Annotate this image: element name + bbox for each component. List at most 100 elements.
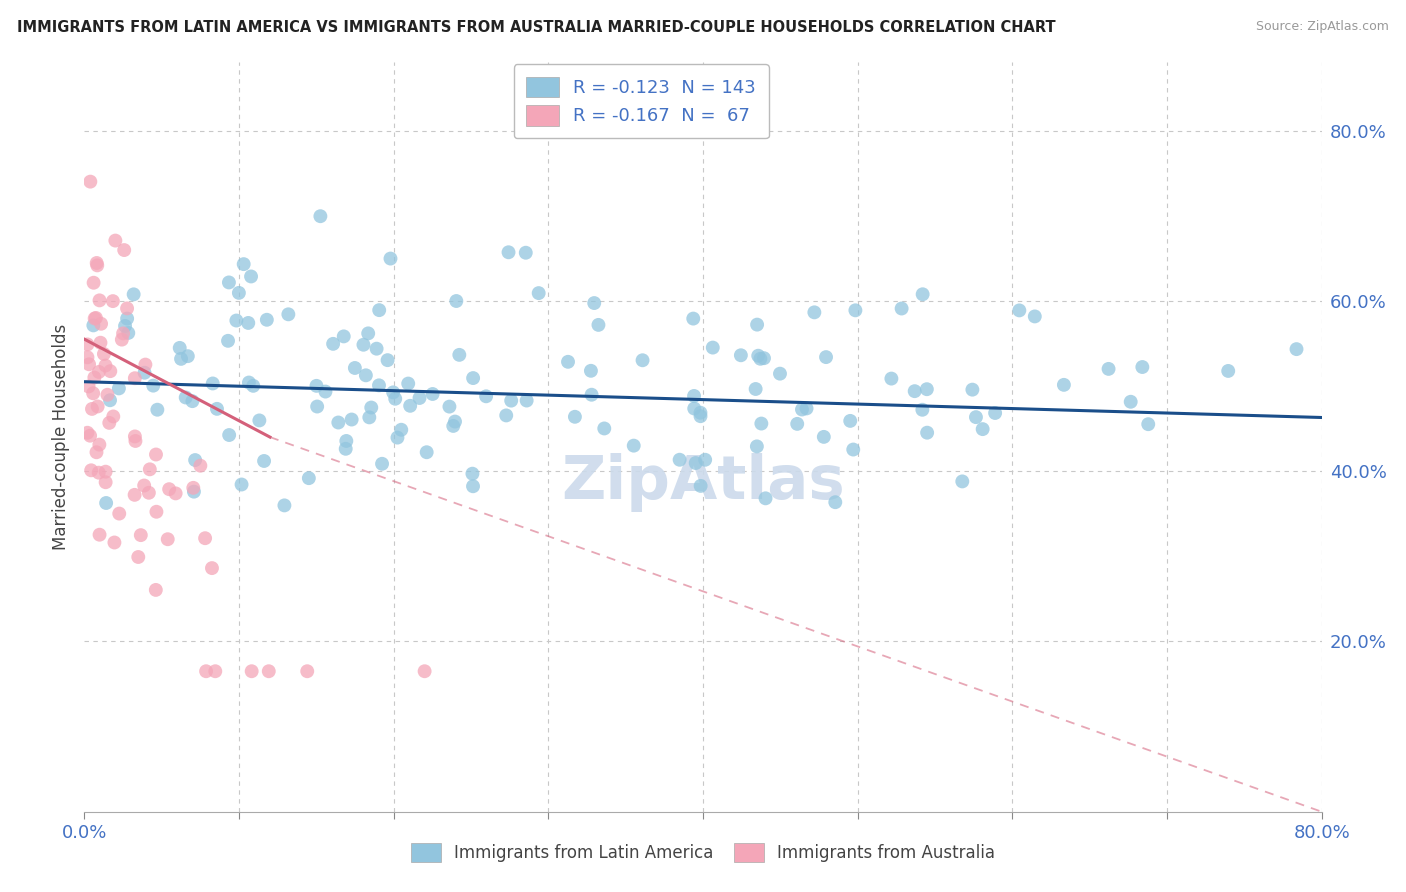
Point xyxy=(368,378,391,392)
Point xyxy=(683,401,706,416)
Point xyxy=(94,465,117,479)
Point xyxy=(82,318,104,333)
Point xyxy=(112,326,135,341)
Point xyxy=(839,414,862,428)
Point xyxy=(803,305,825,319)
Point xyxy=(165,486,187,500)
Point xyxy=(87,466,110,480)
Point xyxy=(683,389,706,403)
Point xyxy=(240,664,263,678)
Point xyxy=(256,312,278,326)
Point xyxy=(1285,342,1308,356)
Point xyxy=(685,456,707,470)
Point xyxy=(357,326,380,341)
Point xyxy=(89,437,111,451)
Point xyxy=(813,430,835,444)
Point xyxy=(915,382,938,396)
Point xyxy=(498,245,520,260)
Point xyxy=(139,462,162,476)
Point xyxy=(335,434,357,448)
Point xyxy=(475,389,498,403)
Point xyxy=(790,402,813,417)
Point xyxy=(98,364,121,378)
Point xyxy=(747,349,769,363)
Point xyxy=(277,307,299,321)
Point xyxy=(104,234,127,248)
Point xyxy=(238,376,260,390)
Point xyxy=(384,392,406,406)
Point xyxy=(84,310,107,325)
Point xyxy=(583,296,606,310)
Point xyxy=(145,448,167,462)
Point xyxy=(844,303,866,318)
Point xyxy=(366,342,388,356)
Point xyxy=(253,454,276,468)
Point xyxy=(702,341,724,355)
Point xyxy=(77,379,100,393)
Point xyxy=(904,384,927,399)
Point xyxy=(842,442,865,457)
Point xyxy=(188,458,211,473)
Point xyxy=(461,479,484,493)
Point xyxy=(1097,362,1119,376)
Text: ZipAtlas: ZipAtlas xyxy=(561,452,845,511)
Point xyxy=(343,361,366,376)
Point xyxy=(124,488,146,502)
Point xyxy=(911,287,934,301)
Point xyxy=(94,496,117,510)
Point xyxy=(242,379,264,393)
Point xyxy=(115,301,138,316)
Point xyxy=(170,351,193,366)
Point xyxy=(495,409,517,423)
Legend: Immigrants from Latin America, Immigrants from Australia: Immigrants from Latin America, Immigrant… xyxy=(402,835,1004,871)
Point xyxy=(972,422,994,436)
Point xyxy=(408,391,430,405)
Point xyxy=(76,425,98,440)
Point xyxy=(124,434,146,448)
Point xyxy=(415,445,437,459)
Point xyxy=(98,416,121,430)
Point xyxy=(83,311,105,326)
Point xyxy=(449,348,471,362)
Point xyxy=(79,175,101,189)
Point xyxy=(204,664,226,678)
Point xyxy=(501,393,523,408)
Point xyxy=(157,482,180,496)
Point xyxy=(87,365,110,379)
Point xyxy=(134,366,156,380)
Point xyxy=(377,353,399,368)
Point xyxy=(695,452,717,467)
Point xyxy=(94,359,117,373)
Point xyxy=(744,382,766,396)
Point xyxy=(439,400,461,414)
Point xyxy=(1008,303,1031,318)
Point xyxy=(380,252,402,266)
Point xyxy=(305,379,328,393)
Point xyxy=(387,431,409,445)
Point xyxy=(297,664,319,678)
Point xyxy=(298,471,321,485)
Point xyxy=(354,368,377,383)
Point xyxy=(786,417,808,431)
Point xyxy=(796,401,818,416)
Point xyxy=(94,475,117,490)
Point xyxy=(183,484,205,499)
Point xyxy=(446,293,468,308)
Point xyxy=(112,243,135,257)
Point xyxy=(96,388,118,402)
Point xyxy=(399,399,422,413)
Point xyxy=(396,376,419,391)
Point xyxy=(911,402,934,417)
Point xyxy=(1137,417,1160,432)
Point xyxy=(108,507,131,521)
Point xyxy=(360,401,382,415)
Point xyxy=(240,269,263,284)
Point xyxy=(623,439,645,453)
Point xyxy=(749,351,772,366)
Point xyxy=(238,316,260,330)
Point xyxy=(145,582,167,597)
Point xyxy=(138,485,160,500)
Point xyxy=(181,394,204,409)
Point xyxy=(228,285,250,300)
Point xyxy=(83,370,105,384)
